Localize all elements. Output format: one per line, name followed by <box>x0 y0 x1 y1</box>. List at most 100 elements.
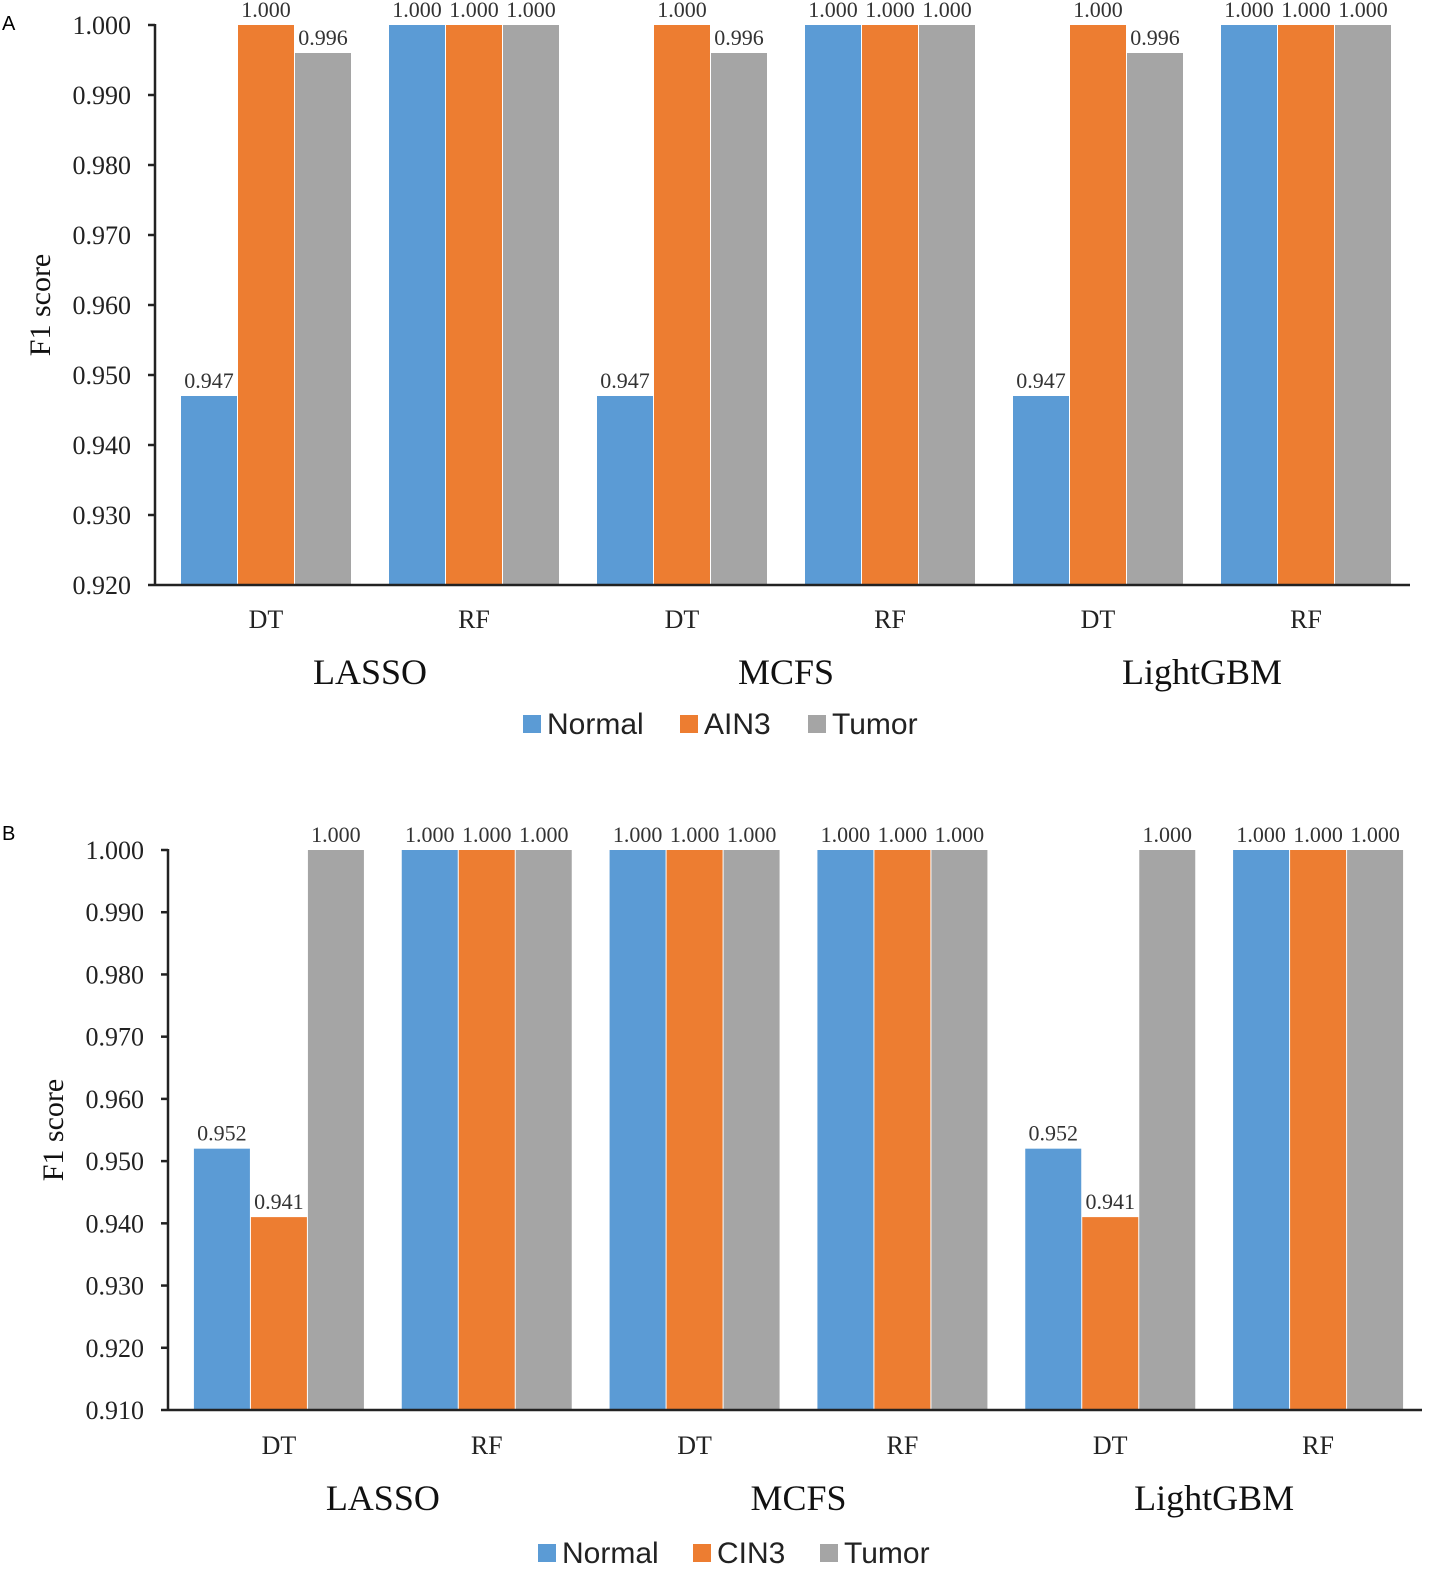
y-tick-label: 0.960 <box>86 1085 145 1114</box>
y-tick-label: 0.920 <box>86 1334 145 1363</box>
data-label: 0.996 <box>714 25 764 50</box>
legend-label: Tumor <box>832 708 918 741</box>
data-label: 1.000 <box>462 822 512 847</box>
panel-label: B <box>2 823 15 845</box>
data-label: 1.000 <box>1350 822 1400 847</box>
group-label: MCFS <box>738 652 834 692</box>
bar-normal <box>1013 396 1069 585</box>
bar-tumor <box>1139 850 1196 1410</box>
bar-cin3 <box>458 850 515 1410</box>
y-tick-label: 0.930 <box>86 1272 145 1301</box>
y-tick-label: 0.940 <box>86 1209 145 1238</box>
bar-normal <box>1233 850 1290 1410</box>
data-label: 1.000 <box>1281 0 1331 22</box>
x-category-label: RF <box>471 1431 503 1460</box>
y-tick-label: 0.940 <box>73 431 132 460</box>
data-label: 0.996 <box>298 25 348 50</box>
group-label: MCFS <box>750 1478 846 1518</box>
legend-swatch-normal <box>523 715 541 733</box>
bar-tumor <box>295 53 351 585</box>
group-label: LightGBM <box>1134 1478 1294 1518</box>
bar-cin3 <box>1082 1217 1139 1410</box>
bar-normal <box>817 850 874 1410</box>
bar-tumor <box>307 850 364 1410</box>
group-label: LASSO <box>326 1478 440 1518</box>
group-label: LASSO <box>313 652 427 692</box>
data-label: 1.000 <box>922 0 972 22</box>
bar-cin3 <box>1290 850 1347 1410</box>
bar-normal <box>389 25 445 585</box>
bar-tumor <box>931 850 988 1410</box>
bar-tumor <box>919 25 975 585</box>
x-category-label: RF <box>458 605 490 634</box>
y-tick-label: 0.930 <box>73 501 132 530</box>
data-label: 1.000 <box>1293 822 1343 847</box>
data-label: 0.947 <box>1016 368 1066 393</box>
y-tick-label: 0.950 <box>86 1147 145 1176</box>
legend-swatch-normal <box>538 1544 556 1562</box>
bar-cin3 <box>666 850 723 1410</box>
legend-label: AIN3 <box>704 708 771 741</box>
data-label: 1.000 <box>657 0 707 22</box>
bar-normal <box>805 25 861 585</box>
y-tick-label: 0.910 <box>86 1396 145 1425</box>
x-category-label: RF <box>887 1431 919 1460</box>
bar-normal <box>597 396 653 585</box>
data-label: 1.000 <box>670 822 720 847</box>
legend-swatch-ain3 <box>680 715 698 733</box>
data-label: 1.000 <box>405 822 455 847</box>
bar-tumor <box>1347 850 1404 1410</box>
bar-ain3 <box>862 25 918 585</box>
y-tick-label: 0.960 <box>73 291 132 320</box>
y-tick-label: 0.970 <box>86 1023 145 1052</box>
bar-tumor <box>503 25 559 585</box>
bar-tumor <box>515 850 572 1410</box>
data-label: 1.000 <box>808 0 858 22</box>
data-label: 1.000 <box>519 822 569 847</box>
x-category-label: RF <box>874 605 906 634</box>
legend-label: Tumor <box>844 1537 930 1570</box>
bar-ain3 <box>238 25 294 585</box>
data-label: 1.000 <box>1338 0 1388 22</box>
x-category-label: DT <box>249 605 284 634</box>
x-category-label: DT <box>262 1431 297 1460</box>
data-label: 1.000 <box>449 0 499 22</box>
bar-normal <box>181 396 237 585</box>
bar-ain3 <box>1278 25 1334 585</box>
bar-tumor <box>1127 53 1183 585</box>
bar-normal <box>609 850 666 1410</box>
data-label: 1.000 <box>821 822 871 847</box>
group-label: LightGBM <box>1122 652 1282 692</box>
bar-tumor <box>723 850 780 1410</box>
bar-ain3 <box>446 25 502 585</box>
data-label: 1.000 <box>727 822 777 847</box>
data-label: 1.000 <box>613 822 663 847</box>
data-label: 1.000 <box>1224 0 1274 22</box>
data-label: 1.000 <box>878 822 928 847</box>
bar-ain3 <box>654 25 710 585</box>
data-label: 0.947 <box>184 368 234 393</box>
legend-swatch-tumor <box>808 715 826 733</box>
bar-normal <box>1025 1148 1082 1410</box>
data-label: 1.000 <box>1073 0 1123 22</box>
data-label: 0.947 <box>600 368 650 393</box>
y-axis-label: F1 score <box>37 1079 70 1181</box>
legend-label: CIN3 <box>717 1537 785 1570</box>
x-category-label: RF <box>1290 605 1322 634</box>
y-tick-label: 0.970 <box>73 221 132 250</box>
data-label: 1.000 <box>392 0 442 22</box>
data-label: 1.000 <box>935 822 985 847</box>
data-label: 0.952 <box>197 1121 247 1146</box>
bar-normal <box>1221 25 1277 585</box>
bar-cin3 <box>874 850 931 1410</box>
data-label: 1.000 <box>311 822 361 847</box>
y-tick-label: 0.990 <box>73 81 132 110</box>
y-tick-label: 1.000 <box>73 11 132 40</box>
x-category-label: DT <box>1081 605 1116 634</box>
data-label: 1.000 <box>506 0 556 22</box>
panel-label: A <box>2 13 16 35</box>
legend-swatch-cin3 <box>693 1544 711 1562</box>
bar-cin3 <box>250 1217 307 1410</box>
bar-ain3 <box>1070 25 1126 585</box>
